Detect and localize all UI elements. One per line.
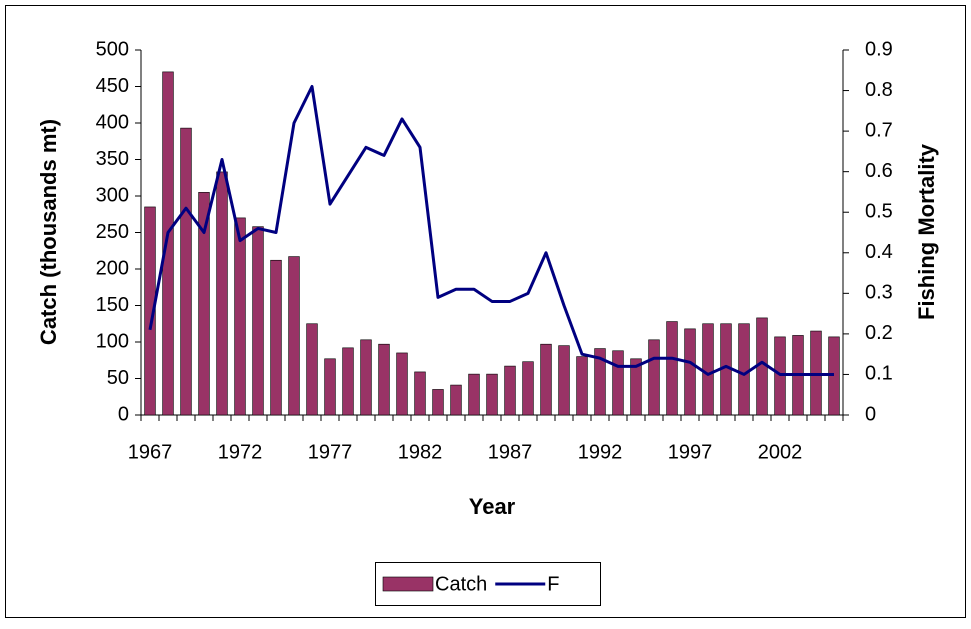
legend-label: F	[547, 573, 559, 595]
y-tick-label: 300	[96, 184, 129, 206]
bar	[738, 323, 750, 416]
y-tick-label: 150	[96, 294, 129, 316]
x-tick-label: 1977	[308, 441, 353, 463]
x-tick-label: 1967	[128, 441, 173, 463]
line	[148, 85, 834, 376]
bar	[360, 339, 372, 416]
bar	[594, 348, 606, 416]
bar	[450, 384, 462, 416]
bar	[378, 343, 390, 416]
y2-tick-label: 0.1	[865, 363, 893, 385]
y-tick-label: 450	[96, 75, 129, 97]
bar	[324, 358, 336, 416]
y-axis-title: Catch (thousands mt)	[36, 119, 61, 345]
bar	[612, 350, 624, 416]
bar	[180, 127, 192, 416]
y2-tick-label: 0.5	[865, 201, 893, 223]
bar	[648, 339, 660, 416]
bar	[522, 361, 534, 416]
y-tick-label: 400	[96, 111, 129, 133]
x-tick-label: 1982	[398, 441, 443, 463]
y-tick-label: 0	[118, 403, 129, 425]
x-tick-label: 1997	[668, 441, 713, 463]
bar	[270, 259, 282, 416]
x-tick-label: 1992	[578, 441, 623, 463]
bar	[216, 171, 228, 416]
bar	[828, 336, 840, 416]
y-tick-label: 100	[96, 330, 129, 352]
bar	[144, 206, 156, 416]
bar	[234, 217, 246, 416]
y2-tick-label: 0.4	[865, 241, 893, 263]
bar	[252, 226, 264, 416]
y-tick-label: 350	[96, 148, 129, 170]
bar	[414, 371, 426, 416]
bar	[576, 356, 588, 416]
y-tick-label: 250	[96, 221, 129, 243]
y2-tick-label: 0.8	[865, 79, 893, 101]
bar	[666, 321, 678, 416]
x-tick-label: 2002	[758, 441, 803, 463]
bar	[504, 365, 516, 416]
bar	[468, 373, 480, 416]
y2-tick-label: 0	[865, 403, 876, 425]
bar	[396, 352, 408, 416]
legend-swatch	[382, 576, 434, 592]
y2-tick-label: 0.3	[865, 282, 893, 304]
bar	[774, 336, 786, 416]
y2-tick-label: 0.6	[865, 160, 893, 182]
x-axis-title: Year	[469, 494, 516, 519]
bar	[486, 373, 498, 416]
y2-tick-label: 0.2	[865, 322, 893, 344]
x-tick-label: 1972	[218, 441, 263, 463]
y-tick-label: 200	[96, 257, 129, 279]
bar	[684, 328, 696, 416]
legend-label: Catch	[435, 573, 487, 595]
y2-tick-label: 0.7	[865, 119, 893, 141]
y-tick-label: 500	[96, 38, 129, 60]
bar	[306, 323, 318, 416]
bar	[540, 343, 552, 416]
y2-tick-label: 0.9	[865, 38, 893, 60]
bar	[198, 192, 210, 416]
bar	[558, 345, 570, 416]
bar	[432, 389, 444, 416]
bar	[288, 256, 300, 416]
bar	[162, 71, 174, 416]
y2-axis-title: Fishing Mortality	[914, 143, 939, 320]
y-tick-label: 50	[107, 367, 129, 389]
bar	[342, 347, 354, 416]
bar	[702, 323, 714, 416]
x-tick-label: 1987	[488, 441, 533, 463]
bar	[630, 358, 642, 416]
